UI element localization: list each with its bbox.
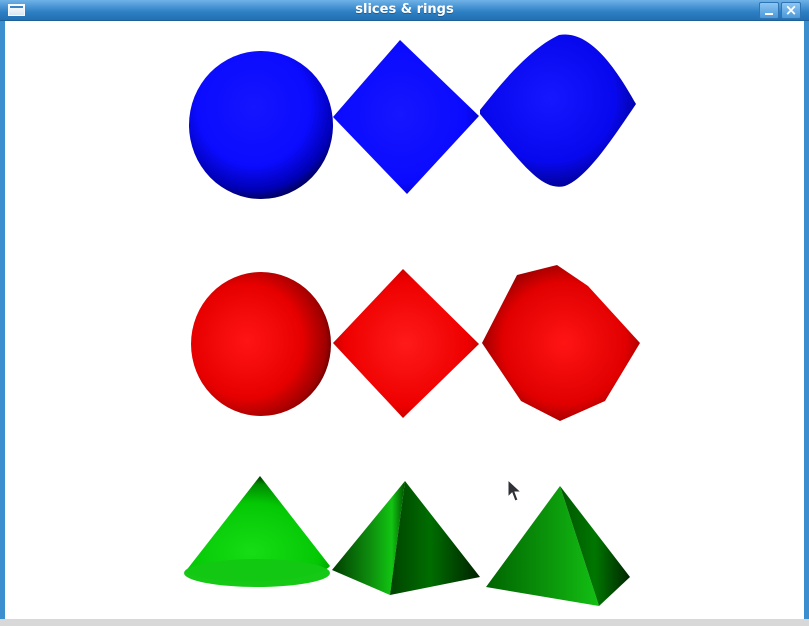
green-square-pyramid-right-face <box>560 486 630 606</box>
mouse-pointer-icon <box>507 478 523 502</box>
green-cone <box>185 476 330 582</box>
red-octagon <box>482 265 640 421</box>
green-pyramid-left-face <box>332 481 405 595</box>
close-icon: × <box>784 1 798 19</box>
red-row <box>191 265 640 421</box>
blue-rounded-diamond <box>480 34 636 187</box>
minimize-icon <box>765 13 773 15</box>
window-menu-icon[interactable] <box>8 4 25 16</box>
blue-sphere <box>189 51 333 199</box>
red-sphere <box>191 272 331 416</box>
green-cone-base <box>184 559 330 587</box>
3d-shape-scene <box>184 34 640 606</box>
opengl-canvas[interactable] <box>5 21 804 619</box>
blue-row <box>189 34 636 199</box>
red-diamond <box>333 269 479 418</box>
minimize-button[interactable] <box>759 2 779 19</box>
window-bottom-edge <box>0 619 809 626</box>
green-row <box>184 476 630 606</box>
close-button[interactable]: × <box>781 2 801 19</box>
blue-diamond <box>333 40 479 194</box>
window-title: slices & rings <box>355 2 454 17</box>
green-square-pyramid-left-face <box>486 486 599 606</box>
window-titlebar[interactable]: slices & rings × <box>0 0 809 21</box>
green-pyramid-right-face <box>390 481 480 595</box>
